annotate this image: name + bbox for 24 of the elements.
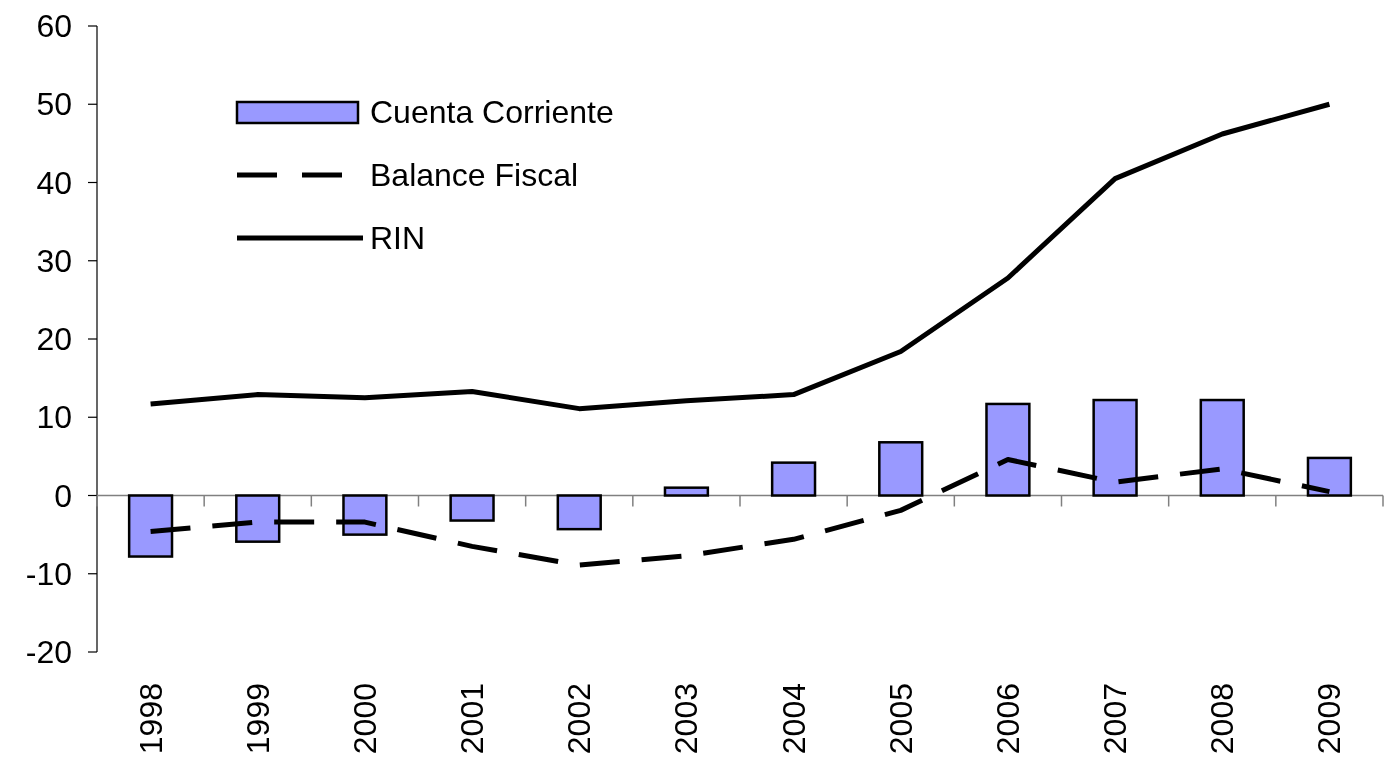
x-tick-label: 2004 xyxy=(775,683,812,755)
x-tick-label: 1998 xyxy=(132,683,169,755)
legend-label: Balance Fiscal xyxy=(370,157,579,193)
y-tick-label: 40 xyxy=(36,164,72,201)
y-tick-label: -10 xyxy=(25,555,72,592)
x-tick-label: 2003 xyxy=(668,683,705,755)
x-tick-label: 2005 xyxy=(882,683,919,755)
x-tick-label: 1999 xyxy=(239,683,276,755)
x-tick-label: 2000 xyxy=(346,683,383,755)
x-tick-label: 2001 xyxy=(454,683,491,755)
y-tick-label: 20 xyxy=(36,321,72,357)
legend-label: RIN xyxy=(370,220,426,256)
x-tick-label: 2008 xyxy=(1204,683,1241,755)
y-tick-label: 30 xyxy=(36,242,72,279)
legend-label: Cuenta Corriente xyxy=(370,94,614,130)
y-tick-label: 10 xyxy=(36,399,72,436)
y-tick-label: 0 xyxy=(54,477,72,514)
y-tick-label: -20 xyxy=(25,634,72,670)
x-tick-label: 2002 xyxy=(561,683,598,755)
x-tick-label: 2007 xyxy=(1097,683,1134,755)
x-tick-label: 2006 xyxy=(989,683,1026,755)
x-tick-label: 2009 xyxy=(1311,683,1348,755)
y-tick-label: 50 xyxy=(36,86,72,123)
y-tick-label: 60 xyxy=(36,8,72,44)
